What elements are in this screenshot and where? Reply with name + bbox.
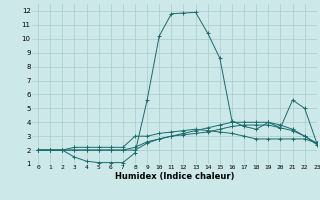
X-axis label: Humidex (Indice chaleur): Humidex (Indice chaleur) bbox=[115, 172, 234, 181]
